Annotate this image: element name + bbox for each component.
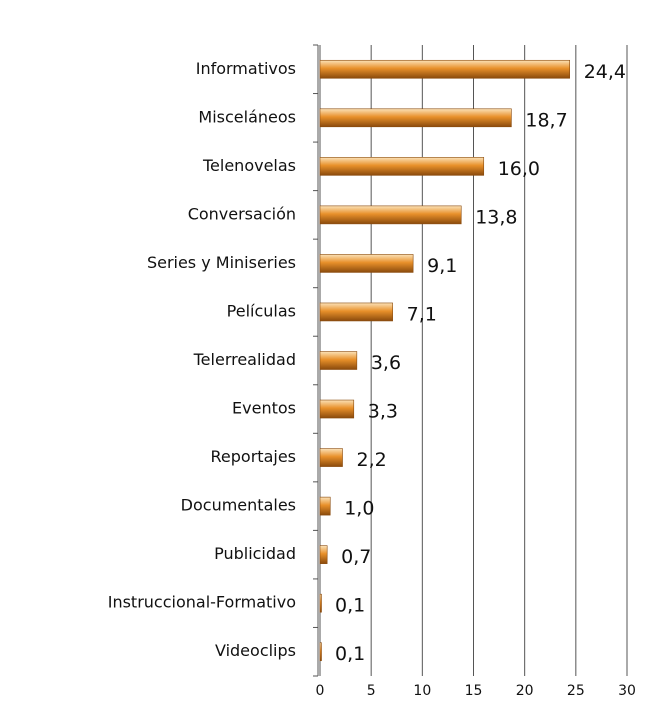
x-tick-label: 5 [367,683,376,699]
x-tick-label: 15 [465,683,483,699]
bar [319,205,462,225]
value-label: 13,8 [475,206,517,228]
bar [319,108,512,128]
y-tick-label: Reportajes [211,447,296,466]
bar [319,642,322,662]
value-label: 9,1 [427,255,457,277]
bar [319,545,328,564]
value-label: 2,2 [357,449,387,471]
x-tick-label: 0 [316,683,325,699]
value-label: 18,7 [525,109,567,131]
bar [319,254,414,273]
y-tick-label: Series y Miniseries [147,253,296,272]
value-label: 24,4 [584,61,626,83]
value-label: 16,0 [498,158,540,180]
bar [319,448,343,467]
bar [319,593,322,613]
value-label: 1,0 [344,498,374,520]
bar [319,351,358,370]
y-tick-label: Conversación [188,204,296,223]
x-tick-label: 25 [567,683,585,699]
value-label: 0,1 [335,643,365,665]
y-tick-label: Videoclips [215,641,296,660]
value-label: 7,1 [407,303,437,325]
value-label: 0,7 [341,546,371,568]
y-tick-label: Publicidad [214,544,296,563]
y-tick-label: Documentales [181,496,296,515]
value-label: 0,1 [335,595,365,617]
x-tick-label: 20 [516,683,534,699]
y-tick-label: Telenovelas [202,156,296,175]
y-tick-label: Instruccional-Formativo [108,593,296,612]
bar [319,302,393,322]
value-label: 3,6 [371,352,401,374]
bar [319,496,331,516]
value-label: 3,3 [368,401,398,423]
y-tick-label: Informativos [196,59,296,78]
y-tick-label: Misceláneos [198,107,296,126]
y-tick-label: Telerrealidad [193,350,296,369]
y-tick-label: Películas [227,301,296,320]
y-tick-label: Eventos [232,399,296,418]
bar [319,157,485,176]
bar [319,399,355,419]
x-tick-label: 10 [413,683,431,699]
x-tick-label: 30 [618,683,636,699]
bar [319,59,570,79]
